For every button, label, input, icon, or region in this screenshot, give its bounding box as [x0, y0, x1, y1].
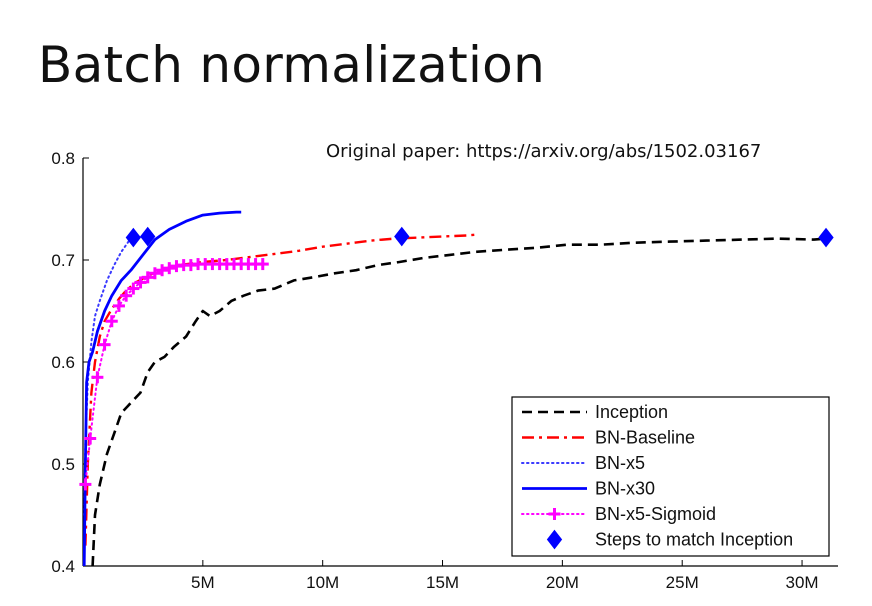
- match-marker: [125, 227, 141, 248]
- x-tick-label: 25M: [666, 573, 699, 592]
- legend-item: BN-x5: [521, 453, 645, 473]
- legend-item: BN-Baseline: [522, 428, 695, 448]
- data-point-marker: [127, 282, 140, 295]
- legend-label: Steps to match Inception: [595, 530, 793, 550]
- y-tick-label: 0.8: [51, 149, 75, 168]
- legend-box: [511, 396, 830, 557]
- x-tick-label: 10M: [306, 573, 339, 592]
- data-point-marker: [141, 271, 154, 284]
- series-bn-x5: [83, 235, 135, 516]
- chart-series: [79, 210, 834, 567]
- y-tick-label: 0.5: [51, 455, 75, 474]
- match-marker: [818, 227, 834, 248]
- data-point-marker: [120, 289, 133, 302]
- series-bn-x30: [82, 210, 242, 567]
- series-bn-x5-sigmoid: [79, 258, 269, 491]
- data-point-marker: [79, 478, 92, 491]
- series-inception: [91, 237, 827, 567]
- chart-legend: Inception BN-Baseline BN-x5 BN-x30 BN-x5-Sig…: [511, 396, 830, 557]
- data-point-marker: [134, 276, 147, 289]
- data-point-marker: [98, 338, 111, 351]
- data-point-marker: [156, 264, 169, 277]
- data-point-marker: [105, 315, 118, 328]
- slide-title: Batch normalization: [38, 36, 546, 94]
- series-steps-to-match-inception: [125, 226, 834, 248]
- legend-item: Inception: [522, 402, 668, 422]
- chart-axes: 5M 10M 15M 20M 25M 30M 0.4 0.5 0.6 0.7 0.8: [51, 149, 838, 592]
- data-point-marker: [91, 371, 104, 384]
- series-bn-baseline: [84, 233, 479, 546]
- legend-label: Inception: [595, 402, 668, 422]
- legend-label: BN-Baseline: [595, 428, 695, 448]
- x-tick-label: 20M: [546, 573, 579, 592]
- data-point-marker: [84, 432, 97, 445]
- series-line: [83, 235, 135, 516]
- legend-label: BN-x30: [595, 479, 655, 499]
- y-tick-label: 0.7: [51, 251, 75, 270]
- series-line: [91, 237, 827, 567]
- legend-label: BN-x5: [595, 453, 645, 473]
- match-marker: [394, 226, 410, 247]
- paper-reference: Original paper: https://arxiv.org/abs/15…: [326, 141, 762, 162]
- data-point-marker: [148, 267, 161, 280]
- y-tick-label: 0.6: [51, 353, 75, 372]
- legend-marker: [548, 508, 561, 520]
- x-tick-label: 15M: [426, 573, 459, 592]
- series-line: [84, 233, 479, 546]
- series-line: [82, 210, 242, 567]
- legend-item: BN-x30: [522, 479, 655, 499]
- data-point-marker: [256, 258, 269, 271]
- legend-marker: [546, 529, 563, 550]
- x-tick-label: 5M: [191, 573, 215, 592]
- legend-item: Steps to match Inception: [546, 529, 793, 550]
- data-point-marker: [163, 262, 176, 275]
- legend-item: BN-x5-Sigmoid: [521, 504, 716, 524]
- y-tick-label: 0.4: [51, 557, 75, 576]
- data-point-marker: [112, 299, 125, 312]
- legend-label: BN-x5-Sigmoid: [595, 504, 716, 524]
- x-tick-label: 30M: [786, 573, 819, 592]
- match-marker: [140, 226, 156, 247]
